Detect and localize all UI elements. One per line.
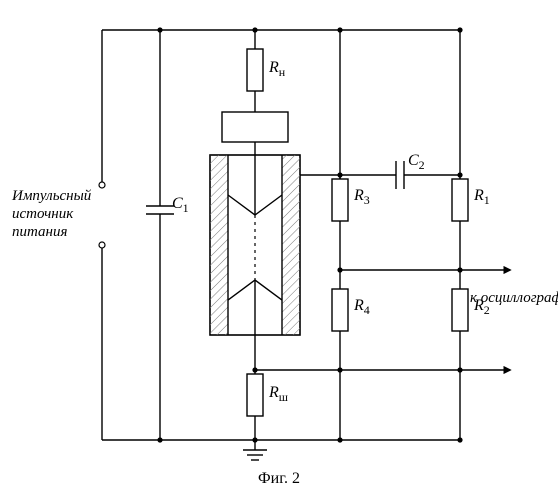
components <box>146 49 468 416</box>
source-label: Импульсныйисточникпитания <box>11 188 92 240</box>
label-C2: C2 <box>408 152 425 172</box>
label-C1: C1 <box>172 195 189 215</box>
to-scope-label: к осциллографу <box>470 290 558 306</box>
figure-caption: Фиг. 2 <box>0 470 558 488</box>
wires <box>99 27 510 460</box>
label-R1: R1 <box>473 187 490 207</box>
label-Rsh: Rш <box>268 384 289 404</box>
label-R3: R3 <box>353 187 370 207</box>
label-R4: R4 <box>353 297 370 317</box>
label-Rn: Rн <box>268 59 286 79</box>
discharge-chamber <box>210 155 300 335</box>
circuit-diagram: ИмпульсныйисточникпитанияC1RнRшR3R4C2R1R… <box>0 0 558 500</box>
